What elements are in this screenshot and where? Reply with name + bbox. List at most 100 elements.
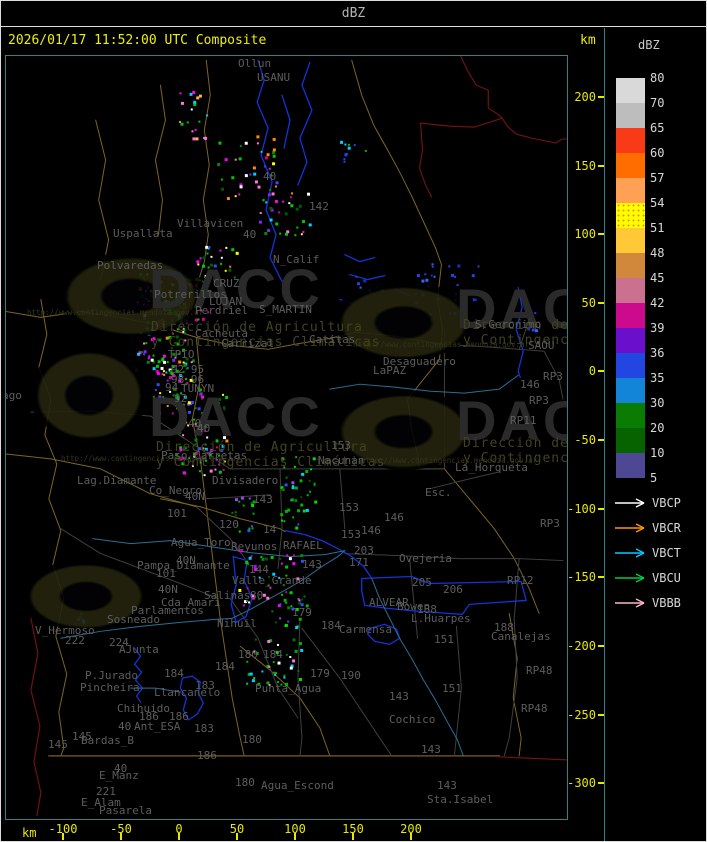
vertical-axis-tick	[598, 714, 604, 716]
horizontal-axis-tick	[294, 833, 296, 840]
map-label: 180	[235, 776, 255, 789]
map-label: Bardas_B	[81, 734, 134, 747]
watermark-subtitle-line2: y Contingencias Climáticas	[463, 451, 567, 466]
radar-site-label: VBCP	[652, 496, 681, 510]
horizontal-axis-tick-label: 0	[175, 822, 183, 836]
horizontal-axis-tick-label: 50	[229, 822, 245, 836]
map-label: 40N	[176, 554, 196, 567]
map-label: 151	[442, 682, 462, 695]
scale-value-label: 5	[650, 471, 658, 485]
map-label: 40	[114, 762, 128, 775]
map-label: 143	[421, 743, 441, 756]
dacc-brand-watermark: DACC	[149, 257, 323, 320]
map-label: 184	[215, 660, 235, 673]
map-label: 40N	[185, 490, 205, 503]
horizontal-axis-tick	[236, 833, 238, 840]
map-label: 92 95	[171, 363, 205, 376]
horizontal-axis-tick-label: 200	[400, 822, 422, 836]
map-label: Cacheuta	[195, 327, 248, 340]
map-label: Polvaredas	[97, 259, 164, 272]
map-label: Villavicen	[177, 217, 244, 230]
axis-divider-line	[604, 28, 605, 841]
river-lake-lines	[133, 59, 527, 721]
vertical-axis-tick-label: 100	[574, 227, 596, 241]
map-label: 224	[109, 636, 129, 649]
map-label: Desaguadero	[383, 355, 456, 368]
map-label: 186	[169, 710, 189, 723]
map-label: Cochico	[389, 713, 436, 726]
map-label: 101	[167, 507, 187, 520]
watermark-subtitle-line2: y Contingencias Climáticas	[156, 455, 386, 470]
scale-color-swatch	[616, 178, 645, 203]
map-label: Co_Negro	[149, 484, 202, 497]
map-label: 40	[243, 228, 257, 241]
scale-value-label: 57	[650, 171, 665, 185]
map-label: Chihuido	[117, 702, 170, 715]
map-label: 40	[118, 720, 132, 733]
vertical-axis-tick	[598, 302, 604, 304]
map-label: CRUZ	[213, 277, 240, 290]
scale-value-label: 60	[650, 146, 665, 160]
map-label: Perdriel	[195, 304, 248, 317]
map-label: 190	[341, 669, 361, 682]
map-label: 203	[354, 544, 374, 557]
horizontal-axis-tick	[352, 833, 354, 840]
map-label: 92	[174, 392, 188, 405]
scale-value-label: 65	[650, 121, 665, 135]
watermark-subtitle-line1: Dirección de Agricultura	[463, 436, 568, 451]
map-label: Punta_Agua	[255, 682, 322, 695]
map-label: Salinas	[204, 589, 251, 602]
scale-color-swatch	[616, 353, 645, 378]
scale-color-swatch	[616, 278, 645, 303]
map-label: RP3	[540, 517, 560, 530]
radar-site-label: VBCU	[652, 571, 681, 585]
watermark-url: http://www.contingencias.mendoza.gov.ar	[353, 340, 530, 349]
map-label: LUJAN	[209, 295, 243, 308]
vertical-axis-tick	[598, 370, 604, 372]
vertical-axis-tick-label: 0	[588, 364, 596, 378]
vertical-axis-tick	[598, 576, 604, 578]
map-label: AJunta	[119, 643, 159, 656]
map-label: 179	[292, 606, 312, 619]
map-label: 40N	[158, 583, 178, 596]
map-label: Bowen	[397, 600, 431, 613]
map-label: 153	[339, 501, 359, 514]
scale-color-swatch	[616, 453, 645, 478]
map-label: Catitas	[309, 333, 356, 346]
watermark-subtitle-line2: y Contingencias Climáticas	[463, 333, 567, 348]
map-label: S_MARTIN	[259, 303, 312, 316]
scale-color-swatch	[616, 228, 645, 253]
horizontal-axis-tick-label: 150	[342, 822, 364, 836]
dacc-eye-logo	[56, 252, 206, 337]
map-label: P.Jurado	[85, 669, 138, 682]
map-label: TPIO	[168, 348, 195, 361]
title-bar: dBZ	[0, 0, 707, 27]
map-label: RP3	[543, 370, 563, 383]
watermark-url: http://www.contingencias.mendoza.gov.ar	[27, 308, 204, 317]
map-label: Potrerillos	[154, 288, 227, 301]
vertical-axis-tick	[598, 782, 604, 784]
map-label: 143	[302, 558, 322, 571]
scale-color-swatch	[616, 253, 645, 278]
horizontal-axis-tick-label: -100	[48, 822, 78, 836]
map-label: Llancanelo	[154, 686, 221, 699]
scale-color-swatch	[616, 403, 645, 428]
map-label: Paso_Carretas	[161, 449, 248, 462]
radar-site-label: VBCT	[652, 546, 681, 560]
vbbb-arrow-icon	[615, 598, 645, 608]
scale-value-label: 10	[650, 446, 665, 460]
timestamp-label: 2026/01/17 11:52:00 UTC Composite	[8, 33, 267, 48]
map-label: RAFAEL	[283, 539, 323, 552]
dacc-brand-watermark: DACC	[456, 277, 567, 340]
map-label: Uspallata	[113, 227, 173, 240]
map-label: TUNYN	[181, 382, 215, 395]
dacc-brand-watermark: DACC	[149, 385, 323, 448]
map-label: 14	[263, 523, 277, 536]
dacc-eye-logo	[21, 560, 151, 630]
watermark-subtitle-line2: y Contingencias Climáticas	[151, 335, 381, 350]
map-label: Reyunos	[231, 540, 278, 553]
vertical-axis-tick	[598, 508, 604, 510]
map-label: ALVEAR	[369, 596, 409, 609]
map-label: 40	[197, 422, 211, 435]
horizontal-axis-tick-label: -50	[110, 822, 132, 836]
